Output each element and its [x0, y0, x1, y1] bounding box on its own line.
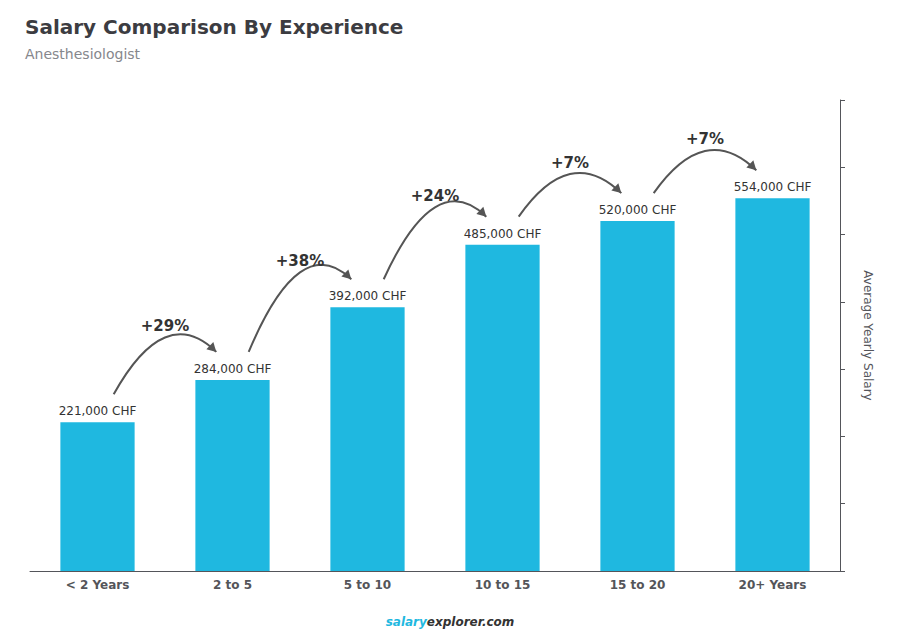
- svg-text:2 to 5: 2 to 5: [213, 578, 252, 592]
- svg-text:15 to 20: 15 to 20: [610, 578, 666, 592]
- svg-text:+29%: +29%: [141, 317, 189, 335]
- svg-text:+24%: +24%: [411, 187, 459, 205]
- svg-text:392,000 CHF: 392,000 CHF: [329, 289, 407, 303]
- svg-text:< 2 Years: < 2 Years: [66, 578, 130, 592]
- svg-text:554,000 CHF: 554,000 CHF: [734, 180, 812, 194]
- svg-text:10 to 15: 10 to 15: [475, 578, 531, 592]
- svg-text:520,000 CHF: 520,000 CHF: [599, 203, 677, 217]
- svg-text:Salary Comparison By Experienc: Salary Comparison By Experience: [25, 15, 403, 39]
- svg-text:485,000 CHF: 485,000 CHF: [464, 227, 542, 241]
- svg-text:+7%: +7%: [551, 154, 589, 172]
- svg-text:284,000 CHF: 284,000 CHF: [194, 362, 272, 376]
- svg-text:+7%: +7%: [686, 130, 724, 148]
- svg-text:20+ Years: 20+ Years: [739, 578, 807, 592]
- svg-text:Average Yearly Salary: Average Yearly Salary: [861, 270, 875, 400]
- svg-text:5 to 10: 5 to 10: [344, 578, 391, 592]
- svg-text:221,000 CHF: 221,000 CHF: [59, 404, 137, 418]
- svg-text:explorer.com: explorer.com: [427, 615, 515, 629]
- svg-text:salary: salary: [386, 615, 428, 629]
- svg-text:+38%: +38%: [276, 252, 324, 270]
- svg-text:Anesthesiologist: Anesthesiologist: [25, 46, 141, 62]
